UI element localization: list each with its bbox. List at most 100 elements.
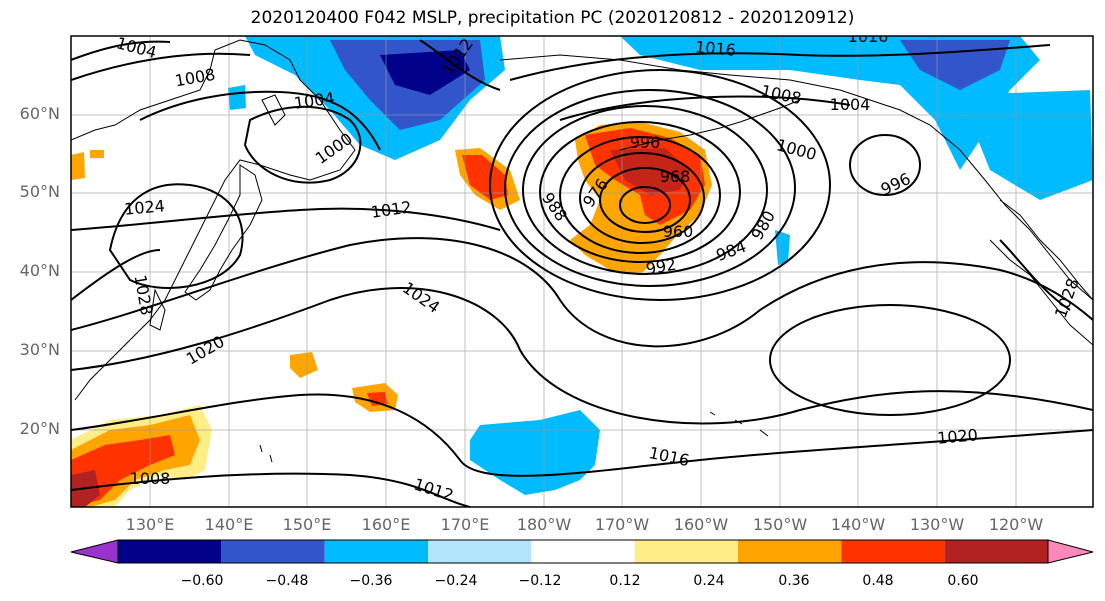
isobar — [559, 136, 721, 254]
colorbar-tick-label: 0.36 — [778, 573, 810, 589]
precip-area-positive — [610, 148, 690, 195]
colorbar-swatch — [118, 540, 222, 563]
isobar-label: 1020 — [936, 425, 978, 447]
isobar-label: 1012 — [370, 197, 413, 221]
lon-label: 160°E — [361, 515, 411, 534]
isobar — [71, 52, 251, 81]
isobar-label: 1016 — [848, 27, 889, 46]
isobar — [71, 472, 471, 507]
colorbar-tick-label: −0.12 — [518, 573, 562, 589]
lon-label: 170°W — [594, 515, 650, 534]
isobar-label: 1028 — [131, 273, 157, 316]
colorbar-swatch — [221, 540, 325, 563]
isobar — [419, 39, 501, 91]
isobar-label: 1024 — [399, 278, 443, 317]
precip-area-positive — [290, 352, 318, 378]
isobar-label: 1016 — [694, 37, 736, 59]
colorbar-tick-label: 0.24 — [693, 573, 725, 589]
colorbar-tick-label: −0.48 — [265, 573, 309, 589]
isobar-label: 1024 — [123, 196, 165, 218]
isobar — [139, 90, 381, 151]
precip-area-negative — [775, 230, 790, 265]
isobar-label: 1008 — [759, 81, 803, 108]
colorbar-tick-label: −0.60 — [180, 573, 224, 589]
lon-label: 120°W — [988, 515, 1044, 534]
isobar-label: 984 — [714, 237, 749, 265]
isobar — [71, 237, 1093, 348]
lon-label: 130°E — [125, 515, 175, 534]
isobar-label: 1012 — [411, 474, 456, 505]
colorbar — [70, 539, 1094, 564]
isobar — [71, 249, 161, 301]
isobar-label: 1020 — [183, 332, 228, 369]
isobar — [108, 183, 244, 289]
isobar — [619, 186, 671, 224]
precip-area-negative — [228, 85, 246, 110]
isobar — [71, 207, 501, 231]
colorbar-swatch — [324, 540, 428, 563]
colorbar-swatch — [738, 540, 842, 563]
lon-label: 150°W — [752, 515, 808, 534]
isobar — [849, 134, 921, 196]
isobar-label: 1000 — [774, 135, 818, 164]
isobar-label: 1000 — [312, 129, 356, 168]
isobar-label: 1016 — [647, 443, 691, 470]
isobar-label: 1028 — [1051, 276, 1083, 321]
colorbar-swatch — [428, 540, 532, 563]
colorbar-tick-label: 0.48 — [862, 573, 894, 589]
isobar — [71, 393, 1093, 477]
isobar-label: 992 — [644, 255, 677, 279]
isobar — [769, 304, 1011, 416]
isobar-label: 1004 — [830, 95, 871, 114]
map-title: 2020120400 F042 MSLP, precipitation PC (… — [250, 8, 855, 28]
colorbar-tick-label: −0.24 — [434, 573, 478, 589]
precip-area-negative — [470, 410, 600, 495]
isobar — [559, 95, 851, 121]
isobar-label: 988 — [538, 189, 571, 225]
lon-label: 130°W — [909, 515, 965, 534]
colorbar-swatch — [531, 540, 635, 563]
isobar-label: 1004 — [114, 33, 158, 62]
isobar-labels: 1004 1008 1012 1016 1004 1000 1008 1004 … — [114, 27, 1083, 505]
isobar — [504, 89, 796, 287]
lon-label: 140°E — [204, 515, 254, 534]
colorbar-tick-label: −0.36 — [349, 573, 393, 589]
isobar — [509, 44, 1051, 81]
isobar — [522, 105, 768, 275]
isobar — [71, 287, 1093, 425]
isobar-label: 960 — [663, 222, 694, 241]
precipitation-shading — [71, 36, 1093, 507]
colorbar-swatch — [841, 540, 945, 563]
isobar — [999, 239, 1071, 311]
isobar — [599, 167, 691, 233]
precip-area-positive — [71, 152, 85, 180]
precip-area-positive — [462, 155, 508, 200]
lat-label: 20°N — [19, 419, 60, 438]
precip-area-positive — [367, 392, 388, 406]
map-frame — [70, 35, 1094, 508]
isobar — [539, 121, 741, 263]
lon-label: 170°E — [440, 515, 490, 534]
lat-label: 40°N — [19, 261, 60, 280]
colorbar-swatch — [634, 540, 738, 563]
lon-label: 150°E — [282, 515, 332, 534]
colorbar-swatch — [944, 540, 1048, 563]
colorbar-tick-label: 0.60 — [947, 573, 979, 589]
colorbar-tick-label: 0.12 — [609, 573, 641, 589]
precip-area-positive — [90, 150, 104, 158]
colorbar-extend-right — [1047, 539, 1094, 564]
isobar — [489, 69, 831, 301]
isobar — [579, 152, 705, 244]
isobar-label: 996 — [630, 133, 661, 152]
isobar-label: 1008 — [130, 469, 171, 488]
lon-label: 180°W — [516, 515, 572, 534]
lat-label: 50°N — [19, 182, 60, 201]
isobar — [71, 40, 171, 61]
lon-label: 160°W — [673, 515, 729, 534]
lat-label: 30°N — [19, 340, 60, 359]
isobars — [71, 39, 1093, 507]
isobar — [243, 105, 362, 184]
isobar-label: 968 — [660, 167, 691, 186]
isobar-label: 1008 — [173, 65, 216, 91]
